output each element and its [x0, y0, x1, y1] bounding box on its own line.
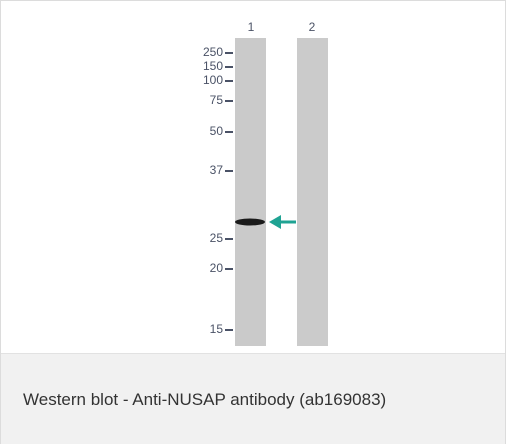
marker-label: 75: [210, 93, 224, 107]
caption-box: Western blot - Anti-NUSAP antibody (ab16…: [1, 353, 505, 444]
arrow-head: [269, 215, 281, 229]
caption: Western blot - Anti-NUSAP antibody (ab16…: [23, 390, 386, 410]
marker-label: 15: [210, 322, 224, 336]
band: [235, 219, 265, 226]
figure: 1 2 250150100 75 50 37 25 20 15 Western blot - A…: [0, 0, 506, 444]
lane-1: [235, 38, 266, 346]
marker-label: 25: [210, 231, 224, 245]
lane-label: 1: [248, 20, 255, 34]
marker-label: 20: [210, 261, 224, 275]
marker-label: 37: [210, 163, 224, 177]
lane-label: 2: [309, 20, 316, 34]
marker-label: 100: [203, 73, 223, 87]
lane-2: [297, 38, 328, 346]
marker-label: 150: [203, 59, 223, 73]
marker-label: 50: [210, 124, 224, 138]
marker-label: 250: [203, 45, 223, 59]
